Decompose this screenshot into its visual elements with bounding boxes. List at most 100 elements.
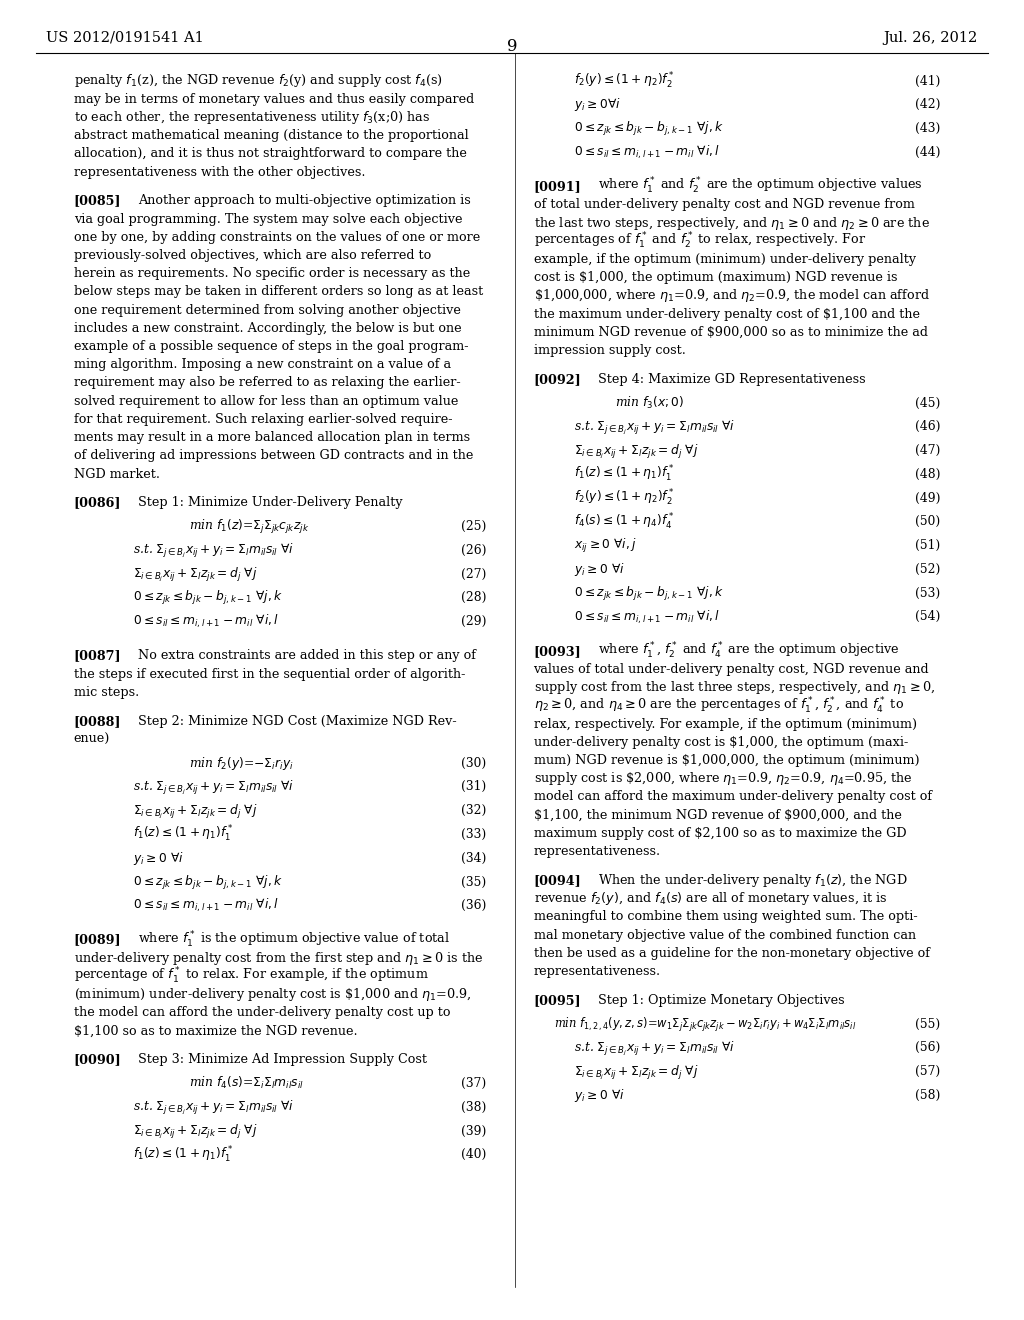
Text: $0\leq s_{il}\leq m_{i,l+1}-m_{il}$ $\forall i,l$: $0\leq s_{il}\leq m_{i,l+1}-m_{il}$ $\fo… <box>133 896 280 915</box>
Text: (50): (50) <box>914 515 940 528</box>
Text: $f_2(y)\leq(1+\eta_2)f_2^*$: $f_2(y)\leq(1+\eta_2)f_2^*$ <box>574 70 676 91</box>
Text: When the under-delivery penalty $f_1(z)$, the NGD: When the under-delivery penalty $f_1(z)$… <box>598 873 907 888</box>
Text: representativeness.: representativeness. <box>534 965 660 978</box>
Text: [0093]: [0093] <box>534 644 582 657</box>
Text: previously-solved objectives, which are also referred to: previously-solved objectives, which are … <box>74 249 431 261</box>
Text: where $f_1^*$, $f_2^*$ and $f_4^*$ are the optimum objective: where $f_1^*$, $f_2^*$ and $f_4^*$ are t… <box>598 640 899 661</box>
Text: to each other, the representativeness utility $\mathit{f}_3$(x;0) has: to each other, the representativeness ut… <box>74 110 430 125</box>
Text: then be used as a guideline for the non-monetary objective of: then be used as a guideline for the non-… <box>534 946 930 960</box>
Text: $\Sigma_{i\in B_j}x_{ij}+\Sigma_l z_{jk}=d_j$ $\forall j$: $\Sigma_{i\in B_j}x_{ij}+\Sigma_l z_{jk}… <box>133 566 258 585</box>
Text: percentage of $f_1^*$ to relax. For example, if the optimum: percentage of $f_1^*$ to relax. For exam… <box>74 966 428 986</box>
Text: s.t. $\Sigma_{j\in B_j}x_{ij}+y_i=\Sigma_l m_{il}s_{il}$ $\forall i$: s.t. $\Sigma_{j\in B_j}x_{ij}+y_i=\Sigma… <box>133 543 294 561</box>
Text: (47): (47) <box>914 444 940 457</box>
Text: (32): (32) <box>461 804 486 817</box>
Text: 9: 9 <box>507 38 517 55</box>
Text: under-delivery penalty cost is \$1,000, the optimum (maxi-: under-delivery penalty cost is \$1,000, … <box>534 735 907 748</box>
Text: $\Sigma_{i\in B_j}x_{ij}+\Sigma_l z_{jk}=d_j$ $\forall j$: $\Sigma_{i\in B_j}x_{ij}+\Sigma_l z_{jk}… <box>574 442 699 461</box>
Text: the maximum under-delivery penalty cost of \$1,100 and the: the maximum under-delivery penalty cost … <box>534 308 920 321</box>
Text: requirement may also be referred to as relaxing the earlier-: requirement may also be referred to as r… <box>74 376 461 389</box>
Text: allocation), and it is thus not straightforward to compare the: allocation), and it is thus not straight… <box>74 148 467 160</box>
Text: min $f_4(s)$=$\Sigma_i\Sigma_l m_{il}s_{il}$: min $f_4(s)$=$\Sigma_i\Sigma_l m_{il}s_{… <box>189 1076 304 1092</box>
Text: [0091]: [0091] <box>534 180 582 193</box>
Text: impression supply cost.: impression supply cost. <box>534 345 685 356</box>
Text: (52): (52) <box>914 562 940 576</box>
Text: below steps may be taken in different orders so long as at least: below steps may be taken in different or… <box>74 285 483 298</box>
Text: the steps if executed first in the sequential order of algorith-: the steps if executed first in the seque… <box>74 668 465 681</box>
Text: \$1,100 so as to maximize the NGD revenue.: \$1,100 so as to maximize the NGD revenu… <box>74 1024 357 1038</box>
Text: (36): (36) <box>461 899 486 912</box>
Text: (48): (48) <box>914 467 940 480</box>
Text: (35): (35) <box>461 875 486 888</box>
Text: [0088]: [0088] <box>74 714 121 727</box>
Text: US 2012/0191541 A1: US 2012/0191541 A1 <box>46 30 204 45</box>
Text: [0089]: [0089] <box>74 933 122 946</box>
Text: s.t. $\Sigma_{j\in B_j}x_{ij}+y_i=\Sigma_l m_{il}s_{il}$ $\forall i$: s.t. $\Sigma_{j\in B_j}x_{ij}+y_i=\Sigma… <box>133 779 294 797</box>
Text: supply cost from the last three steps, respectively, and $\eta_1\geq$0,: supply cost from the last three steps, r… <box>534 680 935 696</box>
Text: s.t. $\Sigma_{j\in B_j}x_{ij}+y_i=\Sigma_l m_{il}s_{il}$ $\forall i$: s.t. $\Sigma_{j\in B_j}x_{ij}+y_i=\Sigma… <box>574 418 735 437</box>
Text: (27): (27) <box>461 568 486 581</box>
Text: $f_1(z)\leq(1+\eta_1)f_1^*$: $f_1(z)\leq(1+\eta_1)f_1^*$ <box>133 824 233 843</box>
Text: (43): (43) <box>914 121 940 135</box>
Text: representativeness with the other objectives.: representativeness with the other object… <box>74 165 366 178</box>
Text: (29): (29) <box>461 615 486 628</box>
Text: percentages of $f_1^*$ and $f_2^*$ to relax, respectively. For: percentages of $f_1^*$ and $f_2^*$ to re… <box>534 231 865 251</box>
Text: $0\leq z_{jk}\leq b_{jk}-b_{j,k-1}$ $\forall j,k$: $0\leq z_{jk}\leq b_{jk}-b_{j,k-1}$ $\fo… <box>133 590 283 607</box>
Text: values of total under-delivery penalty cost, NGD revenue and: values of total under-delivery penalty c… <box>534 663 929 676</box>
Text: mic steps.: mic steps. <box>74 686 139 698</box>
Text: $f_1(z)\leq(1+\eta_1)f_1^*$: $f_1(z)\leq(1+\eta_1)f_1^*$ <box>133 1144 233 1164</box>
Text: Step 3: Minimize Ad Impression Supply Cost: Step 3: Minimize Ad Impression Supply Co… <box>138 1053 427 1067</box>
Text: \$1,000,000, where $\eta_1$=0.9, and $\eta_2$=0.9, the model can afford: \$1,000,000, where $\eta_1$=0.9, and $\e… <box>534 288 930 305</box>
Text: (46): (46) <box>914 420 940 433</box>
Text: penalty $\mathit{f}_1$(z), the NGD revenue $\mathit{f}_2$(y) and supply cost $\m: penalty $\mathit{f}_1$(z), the NGD reven… <box>74 73 442 90</box>
Text: $0\leq s_{il}\leq m_{i,l+1}-m_{il}$ $\forall i,l$: $0\leq s_{il}\leq m_{i,l+1}-m_{il}$ $\fo… <box>133 612 280 630</box>
Text: Jul. 26, 2012: Jul. 26, 2012 <box>884 30 978 45</box>
Text: Step 1: Minimize Under-Delivery Penalty: Step 1: Minimize Under-Delivery Penalty <box>138 496 402 510</box>
Text: (44): (44) <box>914 145 940 158</box>
Text: the model can afford the under-delivery penalty cost up to: the model can afford the under-delivery … <box>74 1006 451 1019</box>
Text: (56): (56) <box>914 1041 940 1055</box>
Text: maximum supply cost of \$2,100 so as to maximize the GD: maximum supply cost of \$2,100 so as to … <box>534 826 906 840</box>
Text: \$1,100, the minimum NGD revenue of \$900,000, and the: \$1,100, the minimum NGD revenue of \$90… <box>534 809 901 821</box>
Text: supply cost is \$2,000, where $\eta_1$=0.9, $\eta_2$=0.9, $\eta_4$=0.95, the: supply cost is \$2,000, where $\eta_1$=0… <box>534 771 912 787</box>
Text: model can afford the maximum under-delivery penalty cost of: model can afford the maximum under-deliv… <box>534 791 932 804</box>
Text: (42): (42) <box>914 98 940 111</box>
Text: $f_2(y)\leq(1+\eta_2)f_2^*$: $f_2(y)\leq(1+\eta_2)f_2^*$ <box>574 487 676 508</box>
Text: for that requirement. Such relaxing earlier-solved require-: for that requirement. Such relaxing earl… <box>74 413 453 426</box>
Text: mal monetary objective value of the combined function can: mal monetary objective value of the comb… <box>534 928 915 941</box>
Text: min $f_3(x;0)$: min $f_3(x;0)$ <box>615 395 685 411</box>
Text: enue): enue) <box>74 733 111 746</box>
Text: [0094]: [0094] <box>534 874 582 887</box>
Text: (41): (41) <box>914 74 940 87</box>
Text: includes a new constraint. Accordingly, the below is but one: includes a new constraint. Accordingly, … <box>74 322 462 335</box>
Text: s.t. $\Sigma_{j\in B_j}x_{ij}+y_i=\Sigma_l m_{il}s_{il}$ $\forall i$: s.t. $\Sigma_{j\in B_j}x_{ij}+y_i=\Sigma… <box>133 1100 294 1118</box>
Text: mum) NGD revenue is \$1,000,000, the optimum (minimum): mum) NGD revenue is \$1,000,000, the opt… <box>534 754 920 767</box>
Text: $0\leq s_{il}\leq m_{i,l+1}-m_{il}$ $\forall i,l$: $0\leq s_{il}\leq m_{i,l+1}-m_{il}$ $\fo… <box>574 144 721 161</box>
Text: (30): (30) <box>461 756 486 770</box>
Text: (28): (28) <box>461 591 486 605</box>
Text: solved requirement to allow for less than an optimum value: solved requirement to allow for less tha… <box>74 395 458 408</box>
Text: [0092]: [0092] <box>534 372 582 385</box>
Text: $f_4(s)\leq(1+\eta_4)f_4^*$: $f_4(s)\leq(1+\eta_4)f_4^*$ <box>574 511 675 532</box>
Text: [0087]: [0087] <box>74 649 122 663</box>
Text: [0086]: [0086] <box>74 496 121 510</box>
Text: (minimum) under-delivery penalty cost is \$1,000 and $\eta_1$=0.9,: (minimum) under-delivery penalty cost is… <box>74 986 471 1003</box>
Text: $y_i\geq 0$ $\forall i$: $y_i\geq 0$ $\forall i$ <box>133 850 184 867</box>
Text: No extra constraints are added in this step or any of: No extra constraints are added in this s… <box>138 649 476 663</box>
Text: $y_i\geq 0$ $\forall i$: $y_i\geq 0$ $\forall i$ <box>574 1086 626 1104</box>
Text: (51): (51) <box>914 539 940 552</box>
Text: one requirement determined from solving another objective: one requirement determined from solving … <box>74 304 461 317</box>
Text: (45): (45) <box>914 396 940 409</box>
Text: $y_i\geq 0$ $\forall i$: $y_i\geq 0$ $\forall i$ <box>574 561 626 578</box>
Text: ments may result in a more balanced allocation plan in terms: ments may result in a more balanced allo… <box>74 432 470 444</box>
Text: relax, respectively. For example, if the optimum (minimum): relax, respectively. For example, if the… <box>534 718 916 730</box>
Text: min $f_2(y)$=$-\Sigma_i r_i y_i$: min $f_2(y)$=$-\Sigma_i r_i y_i$ <box>189 755 294 772</box>
Text: one by one, by adding constraints on the values of one or more: one by one, by adding constraints on the… <box>74 231 480 244</box>
Text: [0095]: [0095] <box>534 994 582 1007</box>
Text: Step 2: Minimize NGD Cost (Maximize NGD Rev-: Step 2: Minimize NGD Cost (Maximize NGD … <box>138 714 457 727</box>
Text: Step 4: Maximize GD Representativeness: Step 4: Maximize GD Representativeness <box>598 372 865 385</box>
Text: $0\leq s_{il}\leq m_{i,l+1}-m_{il}$ $\forall i,l$: $0\leq s_{il}\leq m_{i,l+1}-m_{il}$ $\fo… <box>574 609 721 626</box>
Text: of total under-delivery penalty cost and NGD revenue from: of total under-delivery penalty cost and… <box>534 198 914 211</box>
Text: cost is \$1,000, the optimum (maximum) NGD revenue is: cost is \$1,000, the optimum (maximum) N… <box>534 271 897 284</box>
Text: example, if the optimum (minimum) under-delivery penalty: example, if the optimum (minimum) under-… <box>534 253 915 265</box>
Text: (33): (33) <box>461 828 486 841</box>
